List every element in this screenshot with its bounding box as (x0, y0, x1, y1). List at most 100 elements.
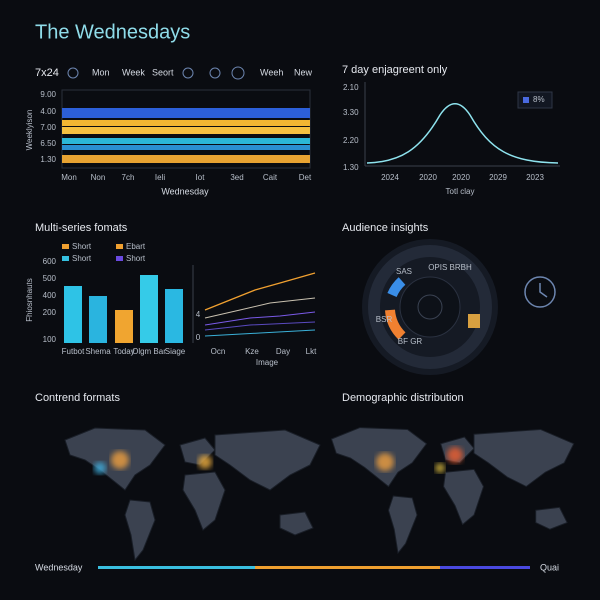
axis-label: Mon (61, 173, 77, 182)
axis-label: 2020 (419, 173, 437, 182)
legend-label: Short (72, 242, 92, 251)
legend-label: Ebart (126, 242, 146, 251)
axis-label: 7ch (122, 173, 135, 182)
axis-label: 3ed (230, 173, 243, 182)
panel-title: 7 day enjagreent only (342, 64, 448, 76)
y-axis-label: Fhiosnhauts (25, 278, 34, 322)
axis-label: Ocn (211, 347, 226, 356)
axis-label: Lkt (306, 347, 317, 356)
x-axis-label: Wednesday (161, 186, 209, 196)
hotspot (435, 463, 445, 473)
tab[interactable]: 7x24 (35, 67, 59, 79)
ring-label: BSR (376, 315, 393, 324)
axis-label: 100 (43, 335, 57, 344)
timeline (255, 566, 440, 569)
axis-label: 9.00 (40, 90, 56, 99)
legend-swatch (116, 256, 123, 261)
axis-label: 2023 (526, 173, 544, 182)
x-axis-label: Totl clay (446, 187, 475, 196)
tab[interactable]: Mon (92, 67, 110, 77)
ring-segment (385, 309, 406, 340)
bar (140, 275, 158, 343)
tab[interactable]: Seort (152, 67, 174, 77)
axis-label: 0 (196, 333, 201, 342)
legend-swatch (62, 244, 69, 249)
icon[interactable] (67, 67, 79, 79)
footer-end: Quai (540, 562, 559, 572)
ring-segment (387, 277, 406, 298)
icon[interactable] (209, 67, 221, 79)
axis-label: Non (91, 173, 106, 182)
title: The Wednesdays (35, 21, 190, 43)
icon[interactable] (231, 66, 245, 80)
hotspot (94, 462, 106, 474)
axis-label: Iot (196, 173, 206, 182)
legend-label: Short (126, 254, 146, 263)
legend-swatch (523, 97, 529, 103)
stripes (62, 108, 310, 163)
bar (89, 296, 107, 343)
icon[interactable] (182, 67, 194, 79)
hub (417, 294, 443, 320)
line (204, 329, 316, 337)
line (204, 272, 316, 311)
y-axis-label: Weeklyison (25, 110, 34, 151)
line (204, 297, 316, 319)
axis-label: 600 (43, 257, 57, 266)
panel-title: Audience insights (342, 222, 429, 234)
axis-label: 2020 (452, 173, 470, 182)
axis-label: Kze (245, 347, 259, 356)
hotspot (376, 453, 394, 471)
panel-title: Demographic distribution (342, 392, 464, 404)
axis-label: Ieli (155, 173, 165, 182)
axis-label: 400 (43, 291, 57, 300)
stripe (62, 108, 310, 118)
clock-hands (539, 283, 548, 298)
tab[interactable]: Week (122, 67, 145, 77)
ring-label: OPIS BRBH (428, 263, 472, 272)
axis-label: 2.20 (343, 136, 359, 145)
legend (517, 91, 553, 109)
axis-label: Cait (263, 173, 278, 182)
line (204, 311, 316, 326)
footer-start: Wednesday (35, 562, 83, 572)
axis-label: Today (113, 347, 134, 356)
curve (366, 103, 559, 164)
axis-label: 200 (43, 308, 57, 317)
axis-label: 2029 (489, 173, 507, 182)
legend-swatch (62, 256, 69, 261)
stripe (62, 138, 310, 144)
axis-label: Olgm Bar (132, 347, 166, 356)
tab[interactable]: Weeh (260, 67, 283, 77)
stripe (62, 127, 310, 134)
stripe (62, 155, 310, 163)
hotspot (198, 455, 212, 469)
axis-label: 2.10 (343, 83, 359, 92)
legend-label: 8% (533, 95, 545, 104)
axis-label: 500 (43, 274, 57, 283)
axis-label: 4.00 (40, 107, 56, 116)
bar (64, 286, 82, 343)
ring-label: BF GR (398, 337, 423, 346)
legend-swatch (116, 244, 123, 249)
axis-label: Day (276, 347, 290, 356)
ring-label: SAS (396, 267, 412, 276)
axis-label: Det (299, 173, 312, 182)
axis-label: 4 (196, 310, 201, 319)
panel-title: Multi-series fomats (35, 222, 128, 234)
tab[interactable]: New (294, 67, 313, 77)
ring (368, 245, 492, 369)
toolbar: 7x24 Mon Week Seort Weeh New (35, 66, 313, 80)
line (204, 321, 316, 331)
timeline (440, 566, 530, 569)
axis-label: Shema (85, 347, 111, 356)
axis-label: Siage (165, 347, 186, 356)
clock-icon[interactable] (524, 276, 556, 308)
x-axis-label: Image (256, 358, 279, 367)
timeline (98, 566, 255, 569)
hotspot (447, 447, 463, 463)
bar (165, 289, 183, 343)
panel-title: Contrend formats (35, 392, 120, 404)
axis-label: 6.50 (40, 139, 56, 148)
